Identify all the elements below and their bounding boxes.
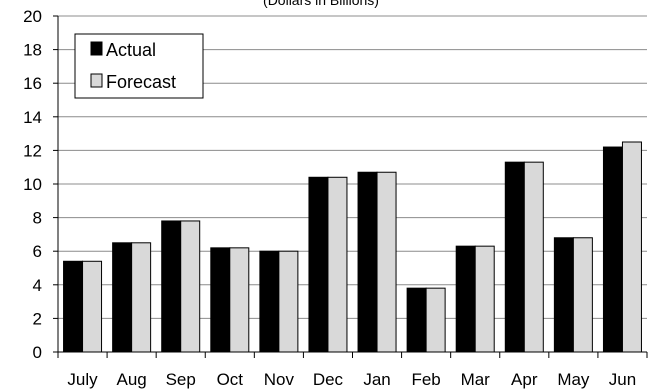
x-tick-label: Sep [166, 370, 196, 389]
y-tick-label: 16 [23, 74, 42, 93]
bar-actual-apr [504, 161, 525, 353]
bar-forecast-nov [278, 250, 299, 353]
y-axis-ticks: 0 2 4 6 8 10 12 14 16 18 20 [23, 7, 58, 362]
bar-actual-oct [210, 247, 231, 353]
bar-actual-aug [112, 242, 133, 353]
y-tick-label: 12 [23, 141, 42, 160]
y-tick-label: 0 [33, 343, 42, 362]
bar-forecast-may [572, 237, 593, 353]
bar-actual-dec [308, 176, 329, 353]
x-tick-label: Dec [313, 370, 344, 389]
bar-forecast-dec [327, 176, 348, 353]
bar-actual-jan [357, 171, 378, 353]
bar-forecast-mar [474, 245, 495, 353]
legend: Actual Forecast [74, 33, 204, 99]
bar-forecast-aug [131, 242, 152, 353]
x-tick-label: Aug [117, 370, 147, 389]
y-tick-label: 6 [33, 242, 42, 261]
bar-forecast-jan [376, 171, 397, 353]
legend-swatch-actual [90, 41, 103, 56]
x-tick-label: Mar [461, 370, 491, 389]
y-tick-label: 10 [23, 175, 42, 194]
bar-forecast-jun [621, 141, 642, 353]
y-tick-label: 2 [33, 309, 42, 328]
legend-label-forecast: Forecast [106, 72, 176, 92]
bar-forecast-oct [229, 247, 250, 353]
bar-actual-feb [406, 287, 427, 353]
bar-forecast-apr [523, 161, 544, 353]
x-tick-label: Nov [264, 370, 295, 389]
bar-actual-nov [259, 250, 280, 353]
y-tick-label: 14 [23, 108, 42, 127]
y-tick-label: 4 [33, 276, 42, 295]
bar-actual-mar [455, 245, 476, 353]
bar-forecast-sep [180, 220, 201, 353]
x-axis-ticks: July Aug Sep Oct Nov Dec Jan Feb Mar Apr May Jun [57, 352, 648, 389]
y-tick-label: 8 [33, 209, 42, 228]
gridlines [58, 15, 647, 319]
x-tick-label: Apr [511, 370, 538, 389]
x-tick-label: July [67, 370, 98, 389]
chart-subtitle: (Dollars in Billions) [263, 0, 379, 8]
x-tick-label: Feb [411, 370, 440, 389]
bar-actual-sep [161, 220, 182, 353]
bar-forecast-feb [425, 287, 446, 353]
x-tick-label: Jan [363, 370, 390, 389]
x-tick-label: Oct [217, 370, 244, 389]
bar-actual-may [553, 237, 574, 353]
bar-forecast-july [82, 260, 103, 353]
legend-swatch-forecast [90, 73, 103, 88]
bars [63, 141, 642, 353]
x-tick-label: Jun [609, 370, 636, 389]
bar-actual-jun [602, 146, 623, 353]
legend-label-actual: Actual [106, 40, 156, 60]
x-tick-label: May [557, 370, 590, 389]
y-tick-label: 20 [23, 7, 42, 26]
bar-actual-july [63, 260, 84, 353]
y-tick-label: 18 [23, 41, 42, 60]
